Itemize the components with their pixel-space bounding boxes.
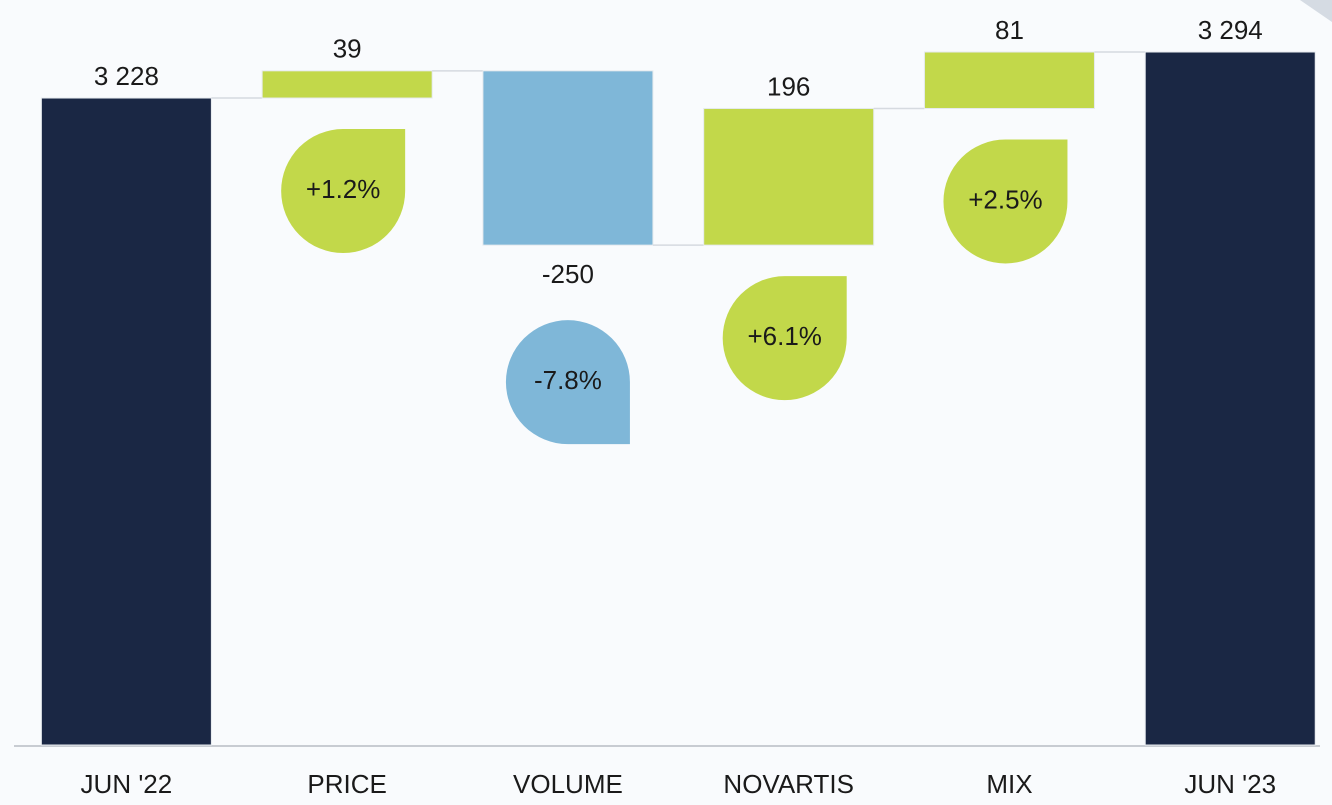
value-label: 3 228 [94, 61, 159, 91]
value-label: -250 [542, 259, 594, 289]
x-tick-label: VOLUME [513, 769, 623, 799]
value-label: 81 [995, 15, 1024, 45]
bar [261, 70, 433, 99]
value-label: 196 [767, 71, 810, 101]
change-badge [722, 276, 847, 401]
bar [482, 70, 654, 246]
change-badge [281, 129, 406, 254]
bar [703, 107, 875, 246]
x-tick-label: JUN '22 [81, 769, 173, 799]
x-tick-label: PRICE [307, 769, 386, 799]
x-tick-label: MIX [986, 769, 1032, 799]
change-badge [505, 320, 630, 445]
value-label: 3 294 [1198, 15, 1263, 45]
change-label: +2.5% [968, 184, 1042, 214]
x-tick-label: NOVARTIS [723, 769, 854, 799]
change-label: +6.1% [747, 321, 821, 351]
corner-decoration [1300, 0, 1332, 22]
x-tick-label: JUN '23 [1184, 769, 1276, 799]
bar [40, 97, 212, 746]
bar [923, 51, 1095, 109]
change-label: +1.2% [306, 174, 380, 204]
value-label: 39 [333, 34, 362, 64]
change-badge [943, 139, 1068, 264]
change-label: -7.8% [534, 365, 602, 395]
bar [1144, 51, 1316, 746]
